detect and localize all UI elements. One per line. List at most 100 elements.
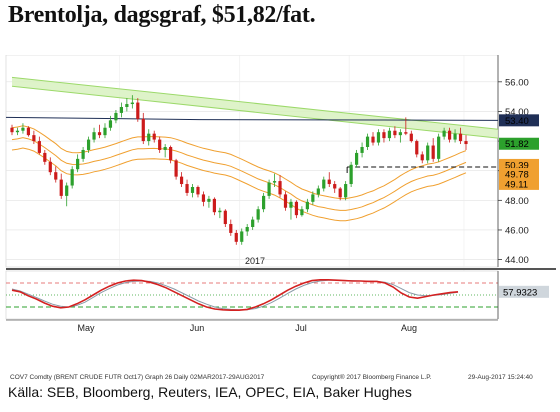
candle [398, 132, 402, 136]
stochastic-panel: 57.9323 [5, 268, 556, 320]
stochastic-value-tag [499, 285, 549, 298]
candle [415, 141, 419, 155]
candle [21, 127, 25, 131]
chart-area: 44.0046.0048.0050.0052.0054.0056.0053.40… [0, 54, 560, 375]
candle [207, 198, 211, 202]
candle [311, 194, 315, 202]
y-tick-label: 44.00 [505, 255, 529, 266]
candle [229, 224, 233, 233]
candle [245, 227, 249, 232]
candle [43, 152, 47, 162]
moving-average-lower [11, 147, 467, 222]
candle [251, 219, 255, 227]
candle [355, 152, 359, 165]
footer: COV7 Comdty (BRENT CRUDE FUTR Oct17) Gra… [0, 370, 560, 412]
candle [218, 210, 222, 213]
candle [283, 194, 288, 208]
candle [365, 136, 370, 147]
y-tick-label: 54.00 [505, 107, 529, 118]
candle [179, 176, 184, 185]
value-tag [499, 137, 539, 150]
value-tag-label: 50.39 [505, 160, 529, 171]
chart-title: Brentolja, dagsgraf, $51,82/fat. [8, 2, 316, 28]
candle [442, 130, 446, 137]
candle [196, 187, 200, 195]
bloomberg-timestamp: 29-Aug-2017 15:24:40 [468, 374, 533, 381]
candle [32, 135, 36, 142]
candle [185, 184, 189, 193]
candle [256, 209, 260, 220]
candle [65, 185, 69, 196]
moving-average-mid [11, 137, 467, 211]
year-label: 2017 [245, 256, 265, 266]
candle [426, 145, 430, 161]
candle [119, 107, 123, 113]
candle [360, 147, 364, 153]
candle [267, 182, 271, 196]
y-tick-label: 48.00 [505, 196, 529, 207]
candle [37, 141, 41, 153]
candle [272, 181, 277, 183]
candle [409, 133, 413, 142]
candle [262, 195, 266, 210]
value-tag-label: 49.78 [505, 169, 529, 180]
stochastic-value-label: 57.9323 [503, 287, 537, 298]
candle [141, 118, 145, 142]
candle [294, 201, 299, 216]
candle [387, 130, 392, 139]
candle [371, 136, 375, 143]
candle [344, 184, 348, 198]
candle [76, 158, 80, 170]
value-tag [499, 158, 539, 171]
candle [147, 133, 151, 142]
long-term-average [5, 116, 499, 121]
candle [152, 133, 156, 140]
candle [393, 130, 397, 136]
x-tick-label: Jun [190, 323, 205, 333]
candle [163, 147, 167, 150]
candle [333, 184, 337, 189]
x-tick-label: Aug [401, 323, 417, 333]
candle [349, 164, 353, 185]
candle [15, 130, 20, 133]
bloomberg-info: COV7 Comdty (BRENT CRUDE FUTR Oct17) Gra… [10, 374, 265, 381]
value-tag-label: 49.11 [505, 179, 528, 190]
trend-channel [12, 77, 498, 139]
candle [453, 133, 457, 140]
value-tag-label: 51.82 [505, 139, 529, 150]
candlestick-panel: 44.0046.0048.0050.0052.0054.0056.0053.40… [5, 54, 539, 319]
bloomberg-copyright: Copyright® 2017 Bloomberg Finance L.P. [312, 373, 432, 381]
x-tick-label: Jul [295, 323, 307, 333]
moving-average-upper [11, 125, 467, 200]
candle [376, 132, 381, 143]
candle [305, 201, 309, 210]
candle [130, 102, 134, 105]
candle [327, 179, 331, 185]
candle [10, 127, 14, 133]
candle [54, 172, 58, 180]
candle [70, 169, 74, 186]
candle [240, 231, 244, 242]
candle [316, 188, 320, 195]
candle [420, 154, 424, 161]
value-tag [499, 114, 539, 127]
candle [437, 136, 441, 159]
y-tick-label: 46.00 [505, 225, 529, 236]
source-text: Källa: SEB, Bloomberg, Reuters, IEA, OPE… [8, 384, 412, 400]
candle [447, 130, 452, 140]
candle [26, 127, 31, 136]
value-tag-label: 53.40 [505, 116, 529, 127]
candle [136, 102, 140, 119]
candle [169, 147, 173, 161]
candle [81, 149, 85, 159]
x-axis: May Jun Jul Aug 2017 [6, 256, 498, 333]
candle [464, 141, 468, 145]
candle [92, 132, 96, 140]
candle [190, 187, 195, 193]
candle [338, 188, 342, 198]
price-chart: 44.0046.0048.0050.0052.0054.0056.0053.40… [5, 54, 556, 333]
candle [278, 181, 282, 195]
candle [158, 139, 162, 150]
candle [125, 104, 129, 107]
channel-lower-line [11, 85, 499, 139]
